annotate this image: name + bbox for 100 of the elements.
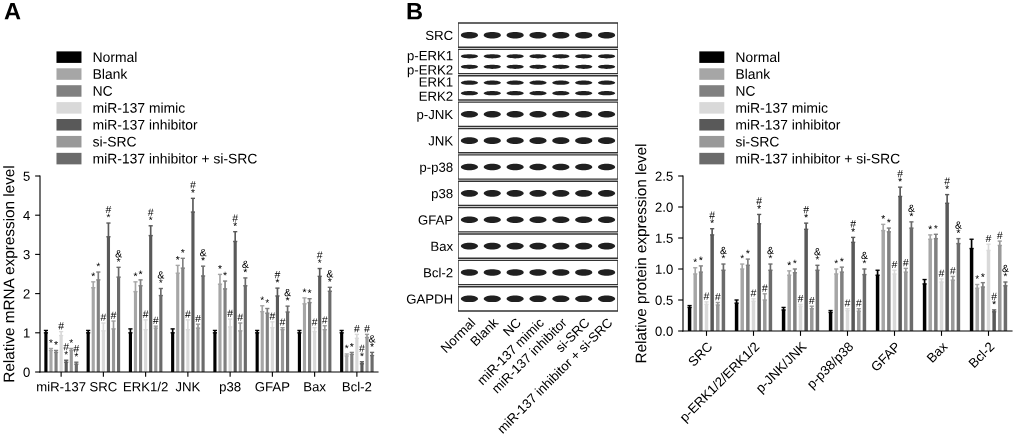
data-label: & * [1002,264,1009,277]
data-label: * [887,218,891,223]
data-label: & * [284,288,291,301]
bar [851,242,855,331]
data-label: * [975,275,980,279]
data-label: # * [190,181,196,193]
data-label: # * [316,251,323,263]
bar [191,212,195,372]
data-label: # * [147,208,154,221]
data-label: * [49,339,53,343]
data-label: * [699,256,703,261]
bar [101,330,105,372]
category-label: p38 [431,188,453,201]
data-label: # * [232,214,239,226]
data-label: # * [73,345,80,357]
legend-label: miR-137 mimic [93,102,185,113]
bar [365,337,369,372]
data-label: * [881,215,886,219]
bar [138,285,143,372]
data-label: * [96,262,101,267]
data-label: # * [803,206,809,218]
data-label: # [269,312,276,320]
bar [710,234,714,331]
legend-label: Blank [736,68,771,79]
y-tick-label: 1.0 [655,264,673,274]
legend-label: NC [93,86,113,96]
y-tick-label: 0.5 [655,295,673,305]
legend-label: Normal [93,51,137,63]
data-label: * [265,299,270,303]
data-label: # * [850,220,856,232]
data-label: # [938,269,945,277]
bar [323,329,327,372]
text: B [407,3,422,20]
legend-label: Blank [93,68,128,79]
data-label: & * [955,221,962,233]
bar [218,284,222,372]
data-label: * [349,343,354,347]
data-label: * [981,273,985,277]
data-label: & * [199,248,207,261]
data-label: * [740,254,745,259]
bar [54,352,58,372]
data-label: # [237,313,244,321]
data-label: # * [359,344,365,357]
bar [265,313,269,372]
data-label: & * [157,271,165,283]
y-tick-label: 5 [23,171,30,181]
legend-label: miR-137 inhibitor [736,119,841,130]
category-label: GFAP [418,215,453,225]
data-label: * [934,224,938,229]
data-label: # [949,267,956,275]
data-label: # * [105,205,112,218]
bar [238,330,242,372]
data-label: # [279,318,286,326]
bar [693,273,697,331]
bar [270,327,274,372]
data-label: # [364,325,370,333]
legend-label: miR-137 inhibitor [93,119,198,130]
x-tick-label: miR-137 [37,381,86,392]
data-label: # * [756,197,762,209]
data-label: * [793,259,797,264]
data-label: # [152,316,159,324]
bar [201,275,205,372]
data-label: # [58,322,64,330]
bar [840,272,844,331]
bar [360,363,364,372]
data-label: * [260,296,265,301]
data-label: * [693,258,698,263]
bar [992,311,996,331]
data-label: * [133,272,138,277]
y-tick-label: 1 [23,328,30,338]
data-label: * [223,271,227,276]
data-label: * [218,265,222,269]
category-label: GAPDH [406,294,453,304]
data-label: * [344,344,349,349]
legend-label: Normal [736,51,780,63]
bar [280,329,285,372]
data-label: # [761,284,768,292]
data-label: # [185,310,191,318]
data-label: # [714,293,721,301]
bar [196,328,200,372]
data-label: * [928,225,933,230]
bar [951,280,955,331]
y-axis-title: Relative protein expression level [635,144,650,363]
bar [716,304,720,331]
data-label: * [834,259,839,264]
bar [154,328,158,372]
data-label: * [138,270,143,275]
data-label: * [54,341,58,345]
x-tick-label: Bcl-2 [342,381,372,392]
x-tick-label: Bax [304,382,326,392]
bar [998,245,1002,331]
bar [313,331,317,372]
data-label: # * [274,271,281,283]
category-label: p-JNK [417,109,453,122]
bar [275,295,280,372]
bar [793,272,797,331]
data-label: # [750,289,757,297]
y-tick-label: 1.5 [655,233,673,243]
y-tick-label: 0 [23,367,30,377]
data-label: * [180,248,185,253]
